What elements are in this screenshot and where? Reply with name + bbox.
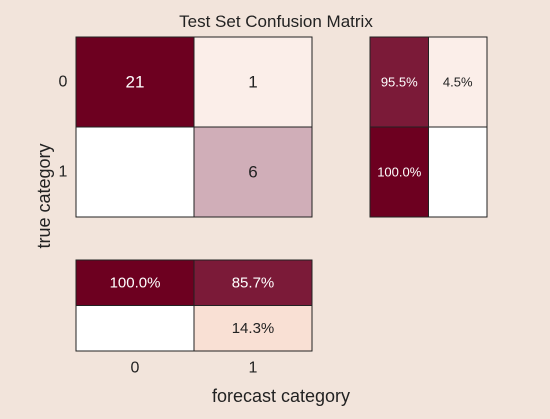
row-summary-matrix: 95.5% 4.5% 100.0%	[369, 36, 488, 218]
chart-title: Test Set Confusion Matrix	[179, 12, 373, 31]
main-cell-r1-c1	[194, 127, 312, 217]
column-summary-matrix: 100.0% 85.7% 14.3%	[75, 259, 313, 352]
row-summary-border	[369, 36, 488, 218]
y-axis-label: true category	[34, 143, 54, 248]
row-summary-cell-r0-c0	[370, 37, 429, 127]
col-summary-cell-label-r0-c0: 100.0%	[110, 274, 161, 291]
col-summary-cell-r1-c0	[76, 305, 194, 351]
x-tick-label-1: 1	[249, 360, 258, 377]
row-summary-cell-r1-c1	[428, 127, 487, 217]
x-tick-label-0: 0	[131, 360, 140, 377]
confusion-matrix-main: 21 1 6	[75, 36, 313, 218]
main-cell-label-r0-c0: 21	[126, 73, 145, 92]
row-summary-cell-label-r1-c0: 100.0%	[377, 165, 422, 180]
row-summary-cell-r0-c1	[428, 37, 487, 127]
col-summary-cell-r0-c1	[194, 260, 312, 306]
row-summary-cell-label-r0-c1: 4.5%	[443, 75, 473, 90]
main-cell-label-r0-c1: 1	[248, 73, 257, 92]
main-border	[75, 36, 313, 218]
col-summary-cell-r0-c0	[76, 260, 194, 306]
tick-labels: 0 1 0 1	[59, 74, 258, 377]
main-cell-r1-c0	[76, 127, 194, 217]
col-summary-cell-label-r1-c1: 14.3%	[232, 320, 275, 337]
row-summary-cell-r1-c0	[370, 127, 429, 217]
y-tick-label-1: 1	[59, 164, 68, 181]
col-summary-cell-label-r0-c1: 85.7%	[232, 274, 275, 291]
x-axis-label: forecast category	[212, 386, 350, 406]
col-summary-cell-r1-c1	[194, 305, 312, 351]
y-tick-label-0: 0	[59, 74, 68, 91]
main-cell-r0-c0	[76, 37, 194, 127]
col-summary-border	[75, 259, 313, 352]
main-cell-r0-c1	[194, 37, 312, 127]
row-summary-cell-label-r0-c0: 95.5%	[381, 75, 418, 90]
main-cell-label-r1-c1: 6	[248, 163, 257, 182]
